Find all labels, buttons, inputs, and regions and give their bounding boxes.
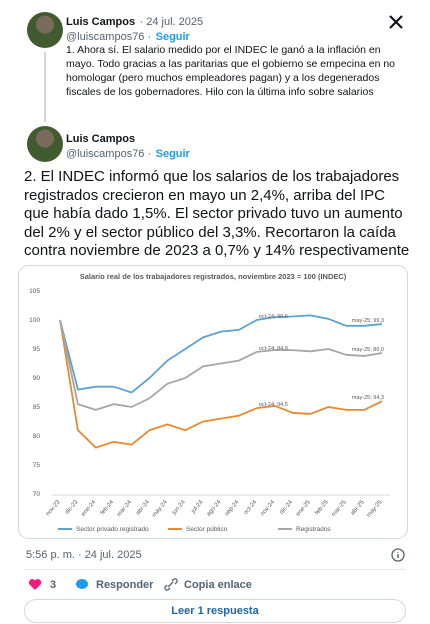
legend-label: Registrados: [296, 526, 331, 533]
y-tick-label: 105: [29, 288, 40, 295]
info-icon[interactable]: [391, 548, 405, 562]
y-tick-label: 85: [33, 404, 41, 411]
chart-title: Salario real de los trabajadores registr…: [80, 272, 347, 281]
line: [59, 319, 383, 449]
like-count: 3: [50, 579, 57, 591]
timestamp[interactable]: 5:56 p. m. · 24 jul. 2025: [26, 549, 142, 561]
avatar[interactable]: [27, 126, 63, 162]
line: [59, 314, 383, 394]
y-tick-label: 95: [33, 346, 41, 353]
handle[interactable]: @luiscampos76 ·: [66, 148, 152, 160]
y-tick-label: 70: [33, 491, 41, 498]
legend-label: Sector privado registrado: [76, 526, 149, 533]
x-logo[interactable]: [388, 14, 404, 30]
tweet-header: Luis Campos: [66, 129, 135, 147]
annotation: may-25; 86,0: [352, 347, 384, 353]
tweet-text: 2. El INDEC informó que los salarios de …: [24, 168, 410, 260]
y-tick-label: 80: [33, 433, 41, 440]
y-tick-label: 100: [29, 317, 40, 324]
y-tick-label: 90: [33, 375, 41, 382]
handle-row: @luiscampos76 · Seguir: [66, 27, 190, 45]
annotation: oct-24; 94,5: [259, 402, 288, 408]
tweet-header: Luis Campos · 24 jul. 2025: [66, 12, 203, 30]
like-icon[interactable]: [28, 578, 42, 591]
follow[interactable]: Seguir: [155, 148, 190, 160]
read-replies[interactable]: Leer 1 respuesta: [24, 599, 406, 623]
annotation: oct-24; 84,9: [259, 346, 288, 352]
copy-link[interactable]: Copia enlace: [184, 579, 252, 591]
chart[interactable]: Salario real de los trabajadores registr…: [18, 265, 408, 539]
annotation: may-25; 99,3: [352, 318, 384, 324]
avatar[interactable]: [27, 12, 63, 48]
legend-label: Sector público: [186, 526, 228, 533]
handle[interactable]: @luiscampos76 ·: [66, 31, 152, 43]
author[interactable]: Luis Campos: [66, 133, 136, 145]
follow[interactable]: Seguir: [155, 31, 190, 43]
annotation: oct-24; 99,6: [259, 314, 288, 320]
divider: [24, 569, 406, 570]
tweet-text: 1. Ahora sí. El salario medido por el IN…: [66, 44, 396, 98]
reply-button[interactable]: Responder: [96, 579, 154, 591]
date: · 24 jul. 2025: [139, 16, 204, 28]
handle-row: @luiscampos76 · Seguir: [66, 144, 190, 162]
thread-line: [44, 52, 46, 122]
link-icon[interactable]: [164, 578, 178, 591]
author[interactable]: Luis Campos: [66, 16, 136, 28]
chart-frame: [18, 265, 408, 539]
annotation: may-25; 94,3: [352, 395, 384, 401]
line: [59, 319, 383, 411]
y-tick-label: 75: [33, 462, 41, 469]
reply-icon[interactable]: [75, 578, 89, 591]
